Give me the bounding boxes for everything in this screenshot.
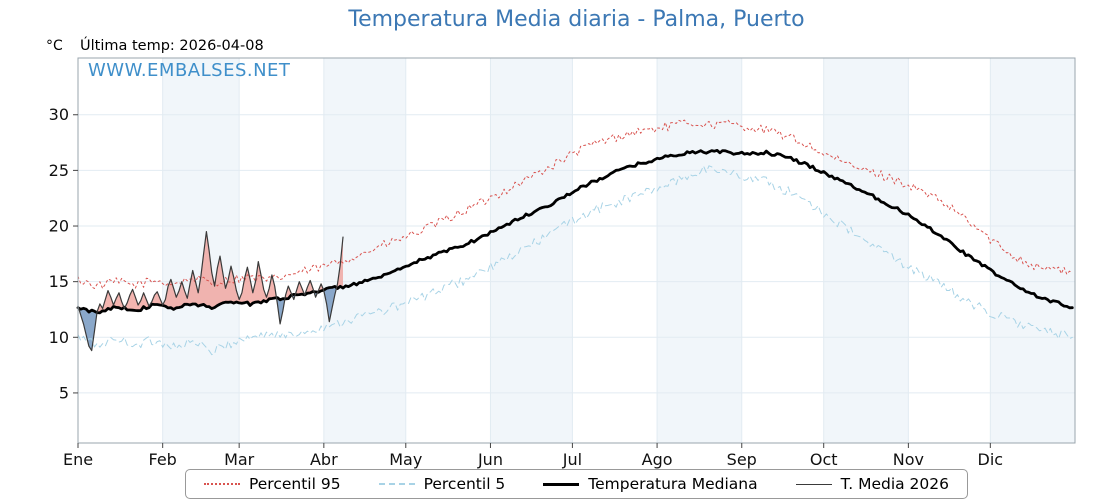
legend-label-mediana: Temperatura Mediana: [588, 475, 758, 493]
svg-text:Abr: Abr: [310, 450, 338, 469]
legend-item-mediana: Temperatura Mediana: [543, 475, 758, 493]
svg-text:25: 25: [49, 161, 69, 180]
chart-legend: Percentil 95 Percentil 5 Temperatura Med…: [78, 469, 1075, 499]
svg-text:Feb: Feb: [149, 450, 177, 469]
svg-text:Sep: Sep: [727, 450, 757, 469]
legend-item-media-2026: T. Media 2026: [795, 475, 950, 493]
svg-text:Ene: Ene: [63, 450, 93, 469]
mediana-line-sample-icon: [543, 482, 580, 486]
legend-label-media-2026: T. Media 2026: [840, 475, 950, 493]
watermark-text: WWW.EMBALSES.NET: [88, 60, 291, 81]
svg-text:Nov: Nov: [893, 450, 924, 469]
svg-text:Jul: Jul: [562, 450, 582, 469]
y-axis-unit-label: °C: [46, 38, 63, 54]
media-2026-line-sample-icon: [795, 483, 832, 485]
legend-label-percentil-5: Percentil 5: [423, 475, 506, 493]
last-temp-label: Última temp: 2026-04-08: [80, 38, 264, 54]
svg-text:10: 10: [49, 328, 69, 347]
legend-item-percentil-95: Percentil 95: [203, 475, 341, 493]
percentil-95-line-sample-icon: [203, 483, 240, 485]
svg-text:15: 15: [49, 272, 69, 291]
legend-label-percentil-95: Percentil 95: [248, 475, 341, 493]
svg-text:30: 30: [49, 105, 69, 124]
svg-text:5: 5: [59, 383, 69, 402]
svg-text:20: 20: [49, 217, 69, 236]
chart-title: Temperatura Media diaria - Palma, Puerto: [348, 7, 805, 32]
percentil-5-line-sample-icon: [378, 483, 415, 485]
svg-text:Oct: Oct: [810, 450, 838, 469]
svg-text:Dic: Dic: [978, 450, 1004, 469]
svg-text:May: May: [389, 450, 422, 469]
svg-text:Ago: Ago: [642, 450, 673, 469]
svg-text:Mar: Mar: [224, 450, 255, 469]
legend-box: Percentil 95 Percentil 5 Temperatura Med…: [184, 469, 969, 499]
svg-text:Jun: Jun: [477, 450, 503, 469]
legend-item-percentil-5: Percentil 5: [378, 475, 506, 493]
